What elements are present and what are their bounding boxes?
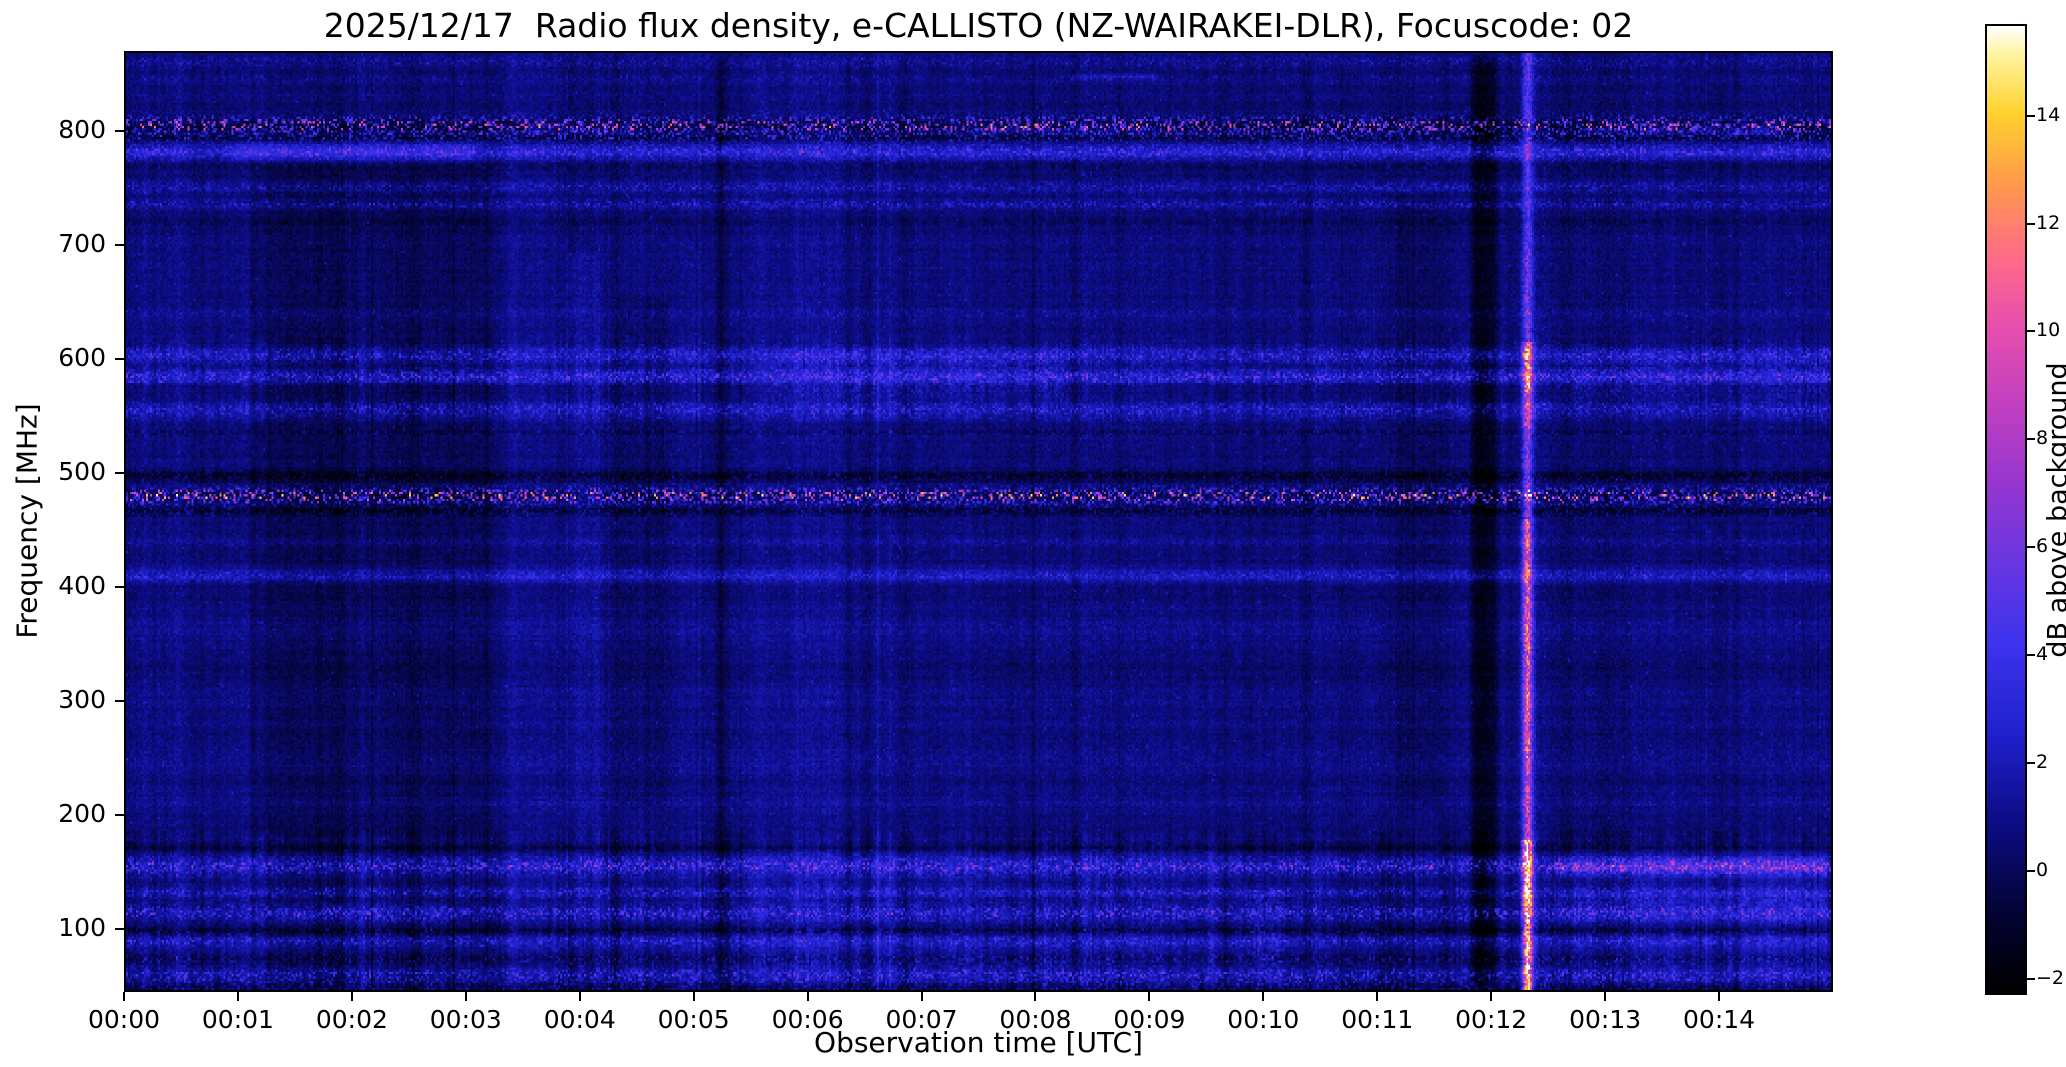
- figure-title: 2025/12/17 Radio flux density, e-CALLIST…: [323, 6, 1634, 45]
- y-tick-mark: [115, 129, 124, 132]
- y-tick-mark: [115, 700, 124, 703]
- y-tick-label: 100: [58, 913, 106, 943]
- x-tick-label: 00:09: [1113, 1005, 1186, 1034]
- colorbar-tick-mark: [2027, 762, 2035, 765]
- x-tick-label: 00:10: [1227, 1005, 1300, 1034]
- colorbar-tick-label: 6: [2036, 535, 2049, 558]
- x-tick-mark: [236, 992, 239, 1001]
- colorbar-tick-label: 4: [2036, 643, 2049, 666]
- x-tick-label: 00:02: [315, 1005, 388, 1034]
- x-tick-label: 00:00: [87, 1005, 161, 1034]
- y-tick-mark: [115, 586, 124, 589]
- colorbar-tick-mark: [2027, 869, 2035, 872]
- x-tick-label: 00:13: [1569, 1005, 1642, 1034]
- x-tick-mark: [692, 992, 695, 1001]
- y-tick-mark: [115, 928, 124, 931]
- y-axis-label: Frequency [MHz]: [10, 403, 44, 639]
- x-tick-mark: [806, 992, 809, 1001]
- colorbar-tick-mark: [2027, 330, 2035, 333]
- x-tick-mark: [1490, 992, 1493, 1001]
- colorbar-tick-label: 10: [2036, 319, 2061, 342]
- x-tick-mark: [1376, 992, 1379, 1001]
- colorbar-tick-label: 8: [2036, 427, 2049, 450]
- colorbar: [1985, 24, 2027, 995]
- colorbar-label: dB above background: [2042, 362, 2066, 658]
- colorbar-tick-mark: [2027, 977, 2035, 980]
- x-tick-label: 00:04: [543, 1005, 616, 1034]
- plot-area: [124, 51, 1833, 992]
- colorbar-tick-label: 2: [2036, 751, 2049, 774]
- x-tick-mark: [350, 992, 353, 1001]
- x-tick-label: 00:14: [1683, 1005, 1756, 1034]
- colorbar-tick-label: 12: [2036, 211, 2061, 234]
- spectrogram-heatmap-canvas: [126, 53, 1831, 990]
- x-tick-mark: [578, 992, 581, 1001]
- x-axis-label: Observation time [UTC]: [814, 1026, 1143, 1059]
- colorbar-tick-mark: [2027, 114, 2035, 117]
- x-tick-label: 00:12: [1455, 1005, 1528, 1034]
- y-tick-label: 300: [58, 685, 106, 715]
- x-tick-label: 00:07: [885, 1005, 958, 1034]
- colorbar-tick-mark: [2027, 438, 2035, 441]
- y-tick-label: 200: [58, 799, 106, 829]
- x-tick-label: 00:08: [999, 1005, 1072, 1034]
- x-tick-mark: [464, 992, 467, 1001]
- x-tick-mark: [1718, 992, 1721, 1001]
- x-tick-mark: [1604, 992, 1607, 1001]
- colorbar-tick-mark: [2027, 222, 2035, 225]
- y-tick-label: 400: [58, 571, 106, 601]
- colorbar-gradient-canvas: [1987, 26, 2025, 993]
- x-tick-label: 00:03: [429, 1005, 502, 1034]
- colorbar-tick-mark: [2027, 546, 2035, 549]
- y-tick-label: 800: [58, 114, 106, 144]
- x-tick-mark: [1034, 992, 1037, 1001]
- x-tick-label: 00:06: [771, 1005, 844, 1034]
- x-tick-mark: [1148, 992, 1151, 1001]
- x-tick-label: 00:11: [1341, 1005, 1414, 1034]
- y-tick-label: 500: [58, 457, 106, 487]
- x-tick-label: 00:05: [657, 1005, 730, 1034]
- colorbar-tick-label: −2: [2036, 966, 2065, 989]
- y-tick-mark: [115, 243, 124, 246]
- x-tick-label: 00:01: [201, 1005, 274, 1034]
- y-tick-label: 700: [58, 228, 106, 258]
- x-tick-mark: [123, 992, 125, 1001]
- x-tick-mark: [1262, 992, 1265, 1001]
- y-tick-label: 600: [58, 342, 106, 372]
- colorbar-tick-mark: [2027, 654, 2035, 657]
- y-tick-mark: [115, 472, 124, 475]
- y-tick-mark: [115, 814, 124, 817]
- colorbar-tick-label: 0: [2036, 858, 2049, 881]
- colorbar-tick-label: 14: [2036, 103, 2061, 126]
- y-tick-mark: [115, 357, 124, 360]
- x-tick-mark: [920, 992, 923, 1001]
